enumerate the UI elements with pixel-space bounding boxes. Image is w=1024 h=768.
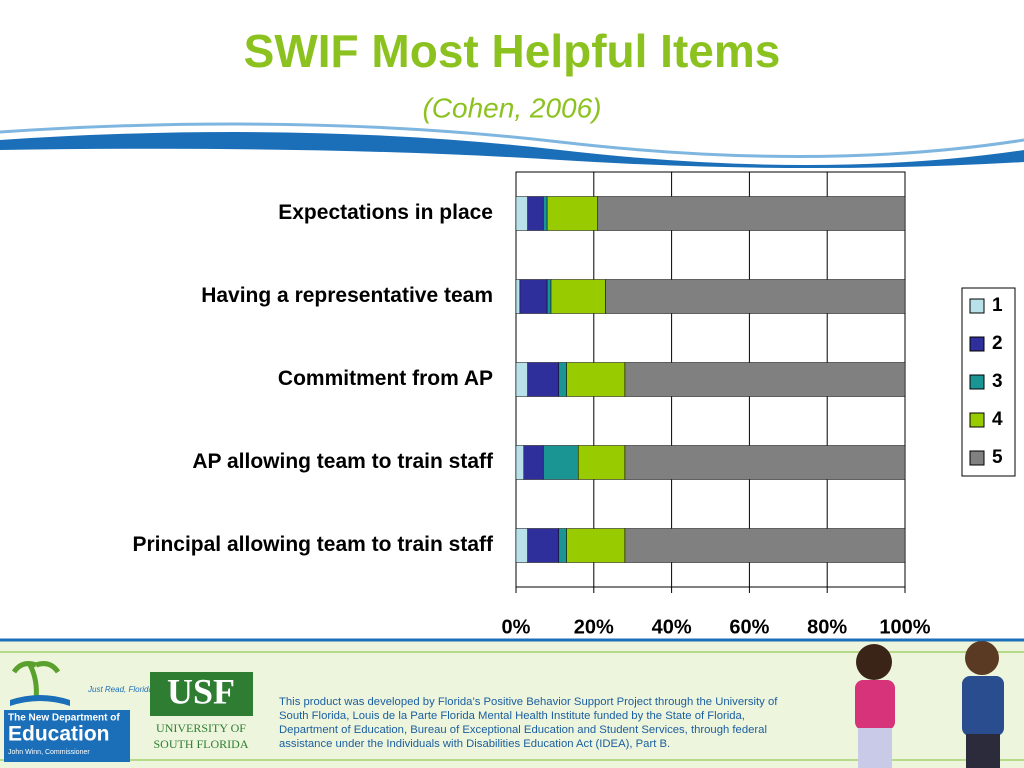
notice-line: South Florida, Louis de la Parte Florida… — [279, 710, 745, 722]
y-tick-label: AP allowing team to train staff — [192, 450, 494, 473]
child-figure — [966, 734, 1000, 768]
bar-segment — [546, 196, 598, 231]
child-figure — [962, 676, 1004, 736]
y-tick-label: Expectations in place — [278, 201, 493, 224]
notice: This product was developed by Florida’s … — [279, 696, 778, 750]
notice-line: This product was developed by Florida’s … — [279, 696, 778, 708]
child-figure — [858, 728, 892, 768]
chart-title: SWIF Most Helpful Items — [244, 25, 781, 77]
bar-segment — [624, 528, 906, 563]
department: The New Department of — [8, 713, 120, 724]
bar-segment — [597, 196, 906, 231]
legend-label: 5 — [992, 447, 1003, 468]
bar-segment — [515, 279, 521, 314]
plot: 0% 20% 40% 60% 80% 100% Expectations in place H… — [132, 172, 931, 638]
legend-swatch — [969, 450, 985, 466]
bar-segment — [527, 528, 560, 563]
child-figure — [965, 641, 999, 675]
bar-segment — [519, 279, 548, 314]
x-tick-label: 60% — [729, 616, 769, 638]
legend-swatch — [969, 412, 985, 428]
education: Education — [8, 723, 110, 746]
bar-segment — [515, 362, 528, 397]
bar-segment — [550, 279, 606, 314]
bar-segment — [515, 445, 525, 480]
x-tick-label: 80% — [807, 616, 847, 638]
bar-segment — [558, 362, 567, 397]
usf: USF — [167, 671, 235, 711]
swoosh-line — [0, 122, 1024, 158]
bar-segment — [515, 196, 528, 231]
legend-swatch — [969, 298, 985, 314]
book-logo — [10, 695, 70, 706]
doe-box — [4, 710, 130, 762]
bar-segment — [566, 528, 626, 563]
bar-segment — [566, 362, 626, 397]
notice-line: assistance under the Individuals with Di… — [279, 738, 670, 750]
bar-segment — [577, 445, 626, 480]
notice-line: Department of Education, Bureau of Excep… — [279, 724, 767, 736]
legend-label: 1 — [992, 295, 1003, 316]
child-figure — [856, 644, 892, 680]
legend-swatch — [969, 374, 985, 390]
bar-segment — [546, 279, 552, 314]
bar-segment — [515, 528, 528, 563]
legend-swatch — [969, 336, 985, 352]
bar-segment — [523, 445, 544, 480]
footer-rule — [0, 651, 1024, 761]
usf-box — [150, 672, 253, 716]
bar-segment — [527, 196, 544, 231]
bar-segment — [558, 528, 567, 563]
commissioner: John Winn, Commissioner — [8, 749, 90, 756]
y-tick-label: Having a representative team — [201, 284, 493, 307]
university: UNIVERSITY OF — [156, 721, 246, 735]
swoosh — [0, 132, 1024, 169]
bar-segment — [624, 362, 906, 397]
bar-segment — [624, 445, 906, 480]
y-tick-label: Principal allowing team to train staff — [132, 533, 494, 556]
legend-label: 4 — [992, 409, 1003, 430]
y-tick-label: Commitment from AP — [278, 367, 493, 390]
x-tick-label: 20% — [574, 616, 614, 638]
bar-segment — [527, 362, 560, 397]
south-florida: SOUTH FLORIDA — [153, 737, 248, 751]
bar-segment — [542, 445, 579, 480]
legend-label: 2 — [992, 333, 1003, 354]
x-tick-label: 40% — [652, 616, 692, 638]
child-figure — [855, 680, 895, 730]
bar-segment — [542, 196, 548, 231]
legend-label: 3 — [992, 371, 1003, 392]
chart-subtitle: (Cohen, 2006) — [422, 92, 601, 123]
legend-items: 1 2 3 4 5 — [969, 295, 1003, 468]
slogan: Just Read, Florida! — [87, 685, 156, 694]
x-tick-label: 0% — [502, 616, 531, 638]
x-tick-label: 100% — [879, 616, 930, 638]
bar-segment — [605, 279, 906, 314]
